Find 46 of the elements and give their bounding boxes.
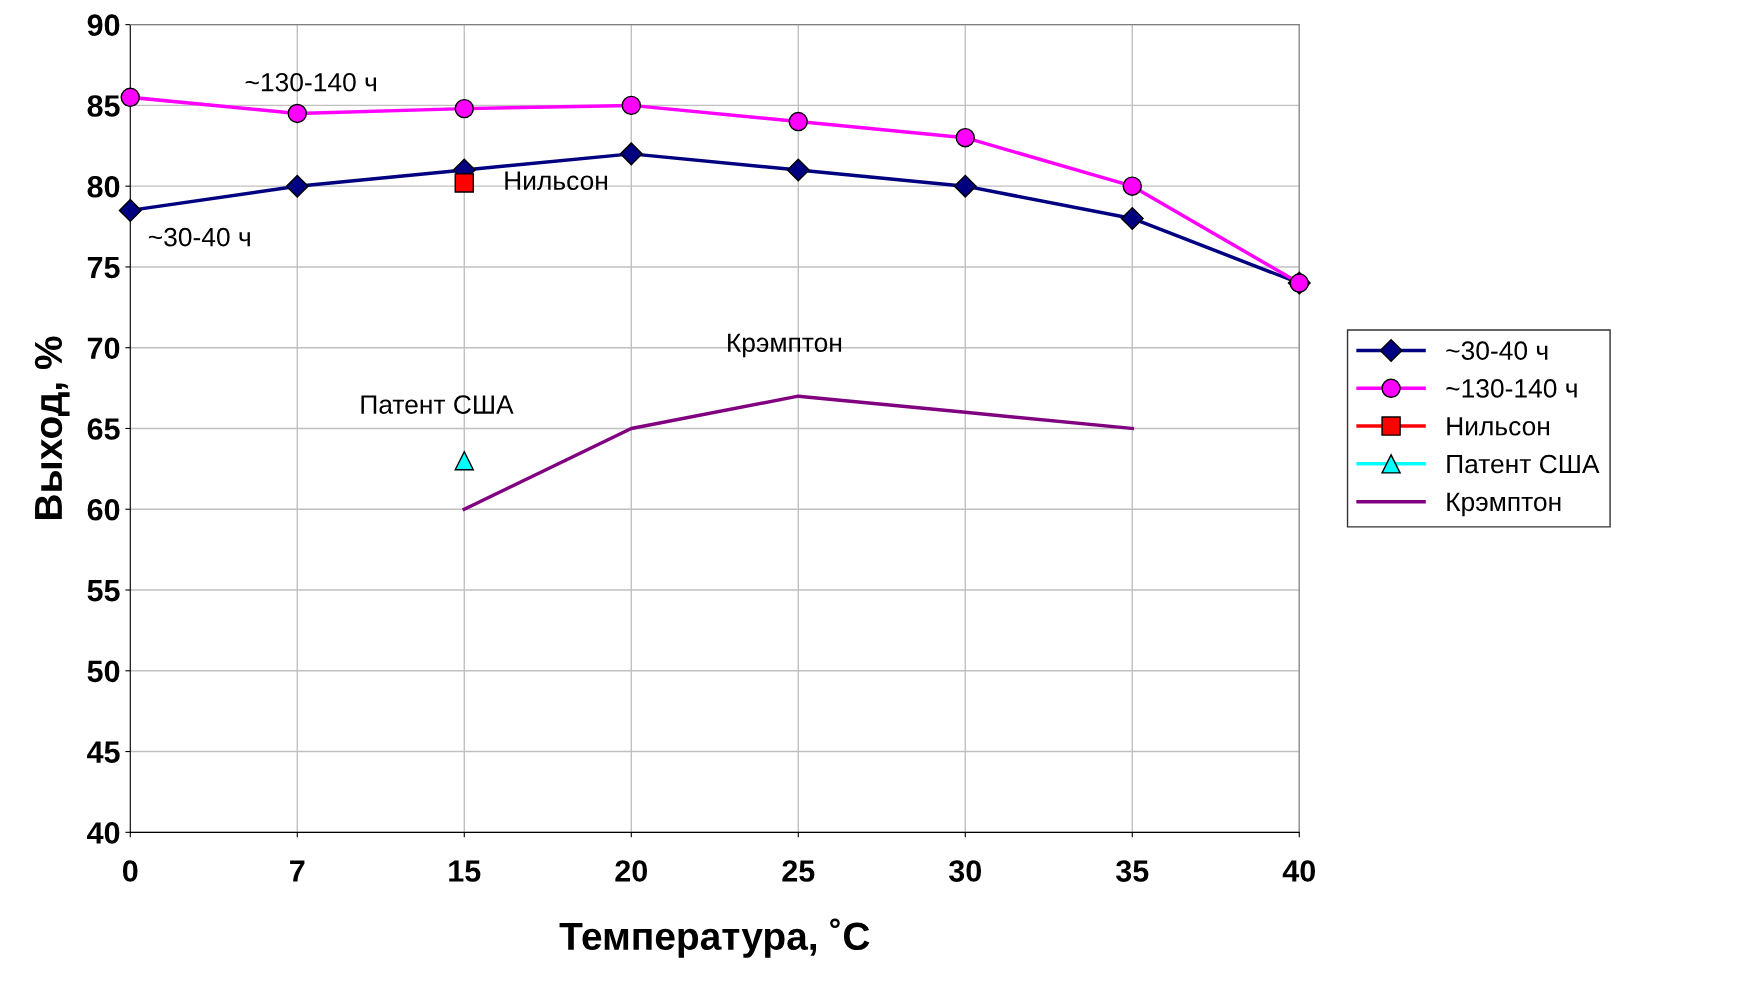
x-tick-label: 35 (1115, 860, 1149, 882)
point (953, 174, 977, 198)
y-tick-label: 55 (87, 580, 120, 602)
x-tick-label: 40 (1282, 860, 1316, 882)
y-tick-label: 80 (87, 175, 120, 198)
point (454, 173, 474, 193)
x-tick-label: 30 (948, 860, 982, 882)
point (788, 111, 808, 132)
y-tick-label: 45 (87, 741, 120, 763)
y-axis-title: Выход, % (34, 336, 70, 519)
annotation: Нильсон (505, 171, 608, 191)
y-tick-label: 40 (87, 822, 120, 844)
x-tick-label: 25 (782, 860, 815, 882)
y-tick-label: 75 (87, 256, 120, 279)
legend-label: Патент США (1447, 454, 1600, 474)
point (786, 158, 810, 182)
legend-label: ~30-40 ч (1446, 341, 1548, 360)
y-tick-label: 65 (87, 418, 120, 440)
x-tick-label: 0 (122, 860, 138, 882)
x-tick-label: 15 (449, 860, 481, 882)
x-axis-title: Температура, ˚C (559, 918, 870, 958)
y-tick-label: 70 (87, 337, 120, 360)
point (287, 103, 307, 124)
point (621, 95, 641, 116)
point (285, 174, 309, 198)
point (1120, 206, 1144, 230)
point (454, 451, 474, 471)
point (454, 98, 474, 119)
annotation: ~130-140 ч (245, 72, 376, 92)
point (120, 87, 140, 108)
annotation: Патент США (361, 395, 514, 414)
annotation: ~30-40 ч (148, 227, 250, 247)
point (955, 127, 975, 148)
point (1122, 176, 1142, 196)
legend-label: ~130-140 ч (1446, 379, 1577, 398)
legend-label: Крэмптон (1447, 492, 1561, 517)
annotation: Крэмптон (728, 333, 842, 358)
point (118, 198, 142, 222)
y-tick-label: 50 (87, 660, 120, 683)
y-tick-label: 60 (87, 498, 120, 521)
y-tick-label: 85 (87, 95, 120, 117)
point (619, 142, 643, 166)
x-tick-label: 20 (615, 860, 648, 882)
y-tick-label: 90 (87, 14, 120, 36)
legend-label: Нильсон (1447, 417, 1550, 436)
x-tick-label: 7 (290, 860, 305, 882)
